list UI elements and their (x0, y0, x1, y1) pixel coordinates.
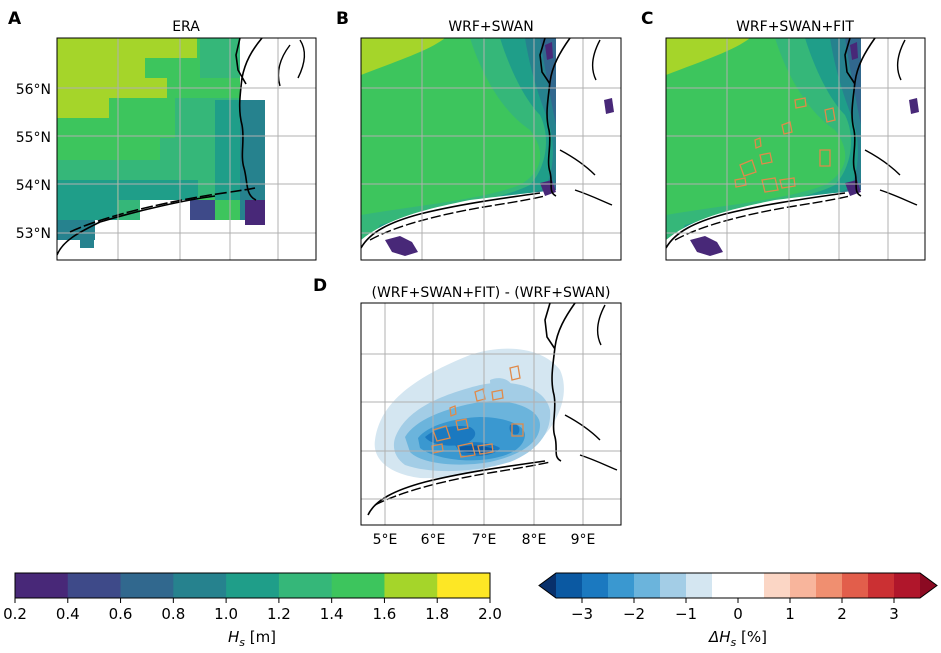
colorbar-hs-tick-label: 0.8 (161, 605, 185, 623)
colorbar-diff-block (582, 573, 609, 598)
panel-b-field (361, 38, 621, 260)
colorbar-hs-block (437, 573, 491, 598)
hs-region-high (361, 38, 445, 75)
colorbar-hs-tick-label: 1.2 (267, 605, 291, 623)
colorbar-hs-block (120, 573, 174, 598)
colorbar-hs-tick-label: 1.6 (373, 605, 397, 623)
panel-letter-b: B (336, 9, 349, 29)
lat-label: 53°N (16, 226, 51, 242)
colorbar-diff-block (634, 573, 661, 598)
lon-label: 8°E (522, 532, 547, 548)
panel-a-grid (57, 38, 316, 260)
panel-b-grid (361, 38, 621, 260)
colorbar-diff-tick-label: 3 (889, 605, 899, 623)
lon-label: 9°E (571, 532, 596, 548)
lat-label: 54°N (16, 178, 51, 194)
lat-label: 55°N (16, 130, 51, 146)
colorbar-diff-extend-min (539, 573, 556, 598)
colorbar-diff-label: ΔHs [%] (708, 628, 767, 649)
colorbar-hs-block (226, 573, 280, 598)
lat-label: 56°N (16, 82, 51, 98)
hs-cell (245, 200, 265, 225)
colorbar-diff-block (790, 573, 817, 598)
panel-letter-a: A (8, 9, 22, 29)
hs-region-low (385, 236, 418, 256)
panel-d-field (361, 303, 621, 525)
panel-b: B WRF+SWAN (336, 9, 622, 261)
panel-d-grid (361, 303, 621, 525)
colorbar-diff-tick-label: −3 (571, 605, 593, 623)
colorbar-diff-block (868, 573, 895, 598)
colorbar-hs-tick-label: 1.4 (320, 605, 344, 623)
colorbar-hs: 0.2 0.4 0.6 0.8 1.0 1.2 1.4 1.6 1.8 2.0 Hs [m] (3, 572, 502, 649)
hs-cell (200, 38, 245, 78)
colorbar-diff-tick-label: 2 (837, 605, 847, 623)
hs-cell (57, 58, 147, 98)
colorbar-diff-block (556, 573, 583, 598)
colorbar-hs-block (278, 573, 333, 598)
colorbar-hs-block (384, 573, 438, 598)
panel-c-grid (666, 38, 925, 260)
colorbar-hs-tick-label: 2.0 (478, 605, 502, 623)
lon-label: 7°E (472, 532, 497, 548)
colorbar-hs-block (331, 573, 385, 598)
colorbar-diff-block (660, 573, 687, 598)
colorbar-diff-tick-label: 1 (785, 605, 795, 623)
colorbar-diff-block (816, 573, 843, 598)
wind-farm-outlines (734, 97, 836, 193)
colorbar-hs-block (67, 573, 122, 598)
colorbar-diff: −3 −2 −1 0 1 2 3 ΔHs [%] (538, 572, 938, 649)
colorbar-hs-block (173, 573, 227, 598)
colorbar-diff-block (842, 573, 869, 598)
colorbar-hs-tick-label: 0.6 (109, 605, 133, 623)
panel-c: C WRF+SWAN+FIT (641, 9, 926, 261)
colorbar-diff-block (686, 573, 713, 598)
panel-c-title: WRF+SWAN+FIT (736, 19, 854, 35)
colorbar-diff-block (608, 573, 635, 598)
colorbar-diff-tick-label: −2 (623, 605, 645, 623)
colorbar-hs-tick-label: 1.8 (425, 605, 449, 623)
panel-letter-d: D (313, 276, 327, 296)
colorbar-diff-block (894, 573, 921, 598)
hs-cell (57, 38, 197, 58)
panel-a: A ERA (8, 9, 317, 261)
colorbar-diff-block (764, 573, 791, 598)
colorbar-diff-tick-label: −1 (675, 605, 697, 623)
colorbar-hs-label: Hs [m] (228, 628, 276, 649)
panel-a-field (57, 38, 316, 260)
colorbar-hs-tick-label: 0.2 (3, 605, 27, 623)
panel-d: D (WRF+SWAN+FIT) - (WRF+SWAN) (313, 276, 622, 548)
panel-d-title: (WRF+SWAN+FIT) - (WRF+SWAN) (372, 285, 611, 301)
colorbar-hs-block (15, 573, 69, 598)
panel-a-title: ERA (172, 19, 200, 35)
lon-label: 6°E (421, 532, 446, 548)
colorbar-hs-tick-label: 1.0 (214, 605, 238, 623)
colorbar-hs-tick-label: 0.4 (56, 605, 80, 623)
panel-c-field (666, 38, 925, 260)
panel-b-title: WRF+SWAN (448, 19, 533, 35)
colorbar-diff-block (712, 573, 739, 598)
panel-letter-c: C (641, 9, 653, 29)
colorbar-diff-block (738, 573, 765, 598)
colorbar-diff-tick-label: 0 (733, 605, 743, 623)
colorbar-diff-extend-max (920, 573, 937, 598)
lon-label: 5°E (373, 532, 398, 548)
